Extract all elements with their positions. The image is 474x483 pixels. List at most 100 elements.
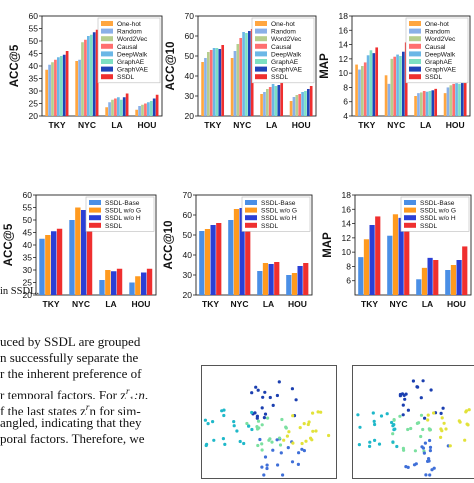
scatter-point — [392, 418, 396, 422]
plot-frame — [197, 15, 317, 117]
scatter-point — [427, 457, 431, 461]
bar-la-graphae — [119, 99, 123, 116]
legend-label: SSDL-Base — [105, 200, 140, 207]
paragraph-line: f the last states zrn for sim- — [0, 399, 186, 415]
legend-label: Word2Vec — [425, 36, 456, 43]
bar-la-ssdl — [434, 88, 438, 116]
scatter-point — [260, 448, 264, 452]
body-paragraph: uced by SSDL are grouped n successfully … — [0, 334, 186, 447]
legend-label: GraphVAE — [271, 67, 303, 74]
legend-swatch — [89, 222, 101, 228]
scatter-point — [256, 419, 261, 423]
y-tick-label: 70 — [185, 11, 195, 21]
scatter-point — [223, 442, 227, 446]
x-tick-label: HOU — [288, 299, 307, 309]
scatter-point — [466, 423, 470, 427]
legend-swatch — [404, 207, 416, 213]
scatter-point — [255, 416, 259, 420]
bar-la-ssdl — [433, 260, 439, 295]
scatter-point — [457, 419, 461, 423]
bar-la-graphae — [428, 91, 432, 116]
bar-la-deepwalk — [117, 97, 120, 116]
scatter-point — [430, 468, 434, 472]
legend-swatch — [89, 215, 101, 221]
y-axis-label: ACC@10 — [163, 221, 175, 270]
scatter-point — [242, 441, 246, 446]
legend-label: GraphVAE — [117, 67, 149, 74]
y-axis-label: MAP — [319, 53, 331, 79]
scatter-point — [439, 411, 443, 415]
scatter-point — [258, 437, 262, 442]
bar-tky-ssdl-base — [358, 257, 364, 295]
y-tick-label: 60 — [23, 190, 33, 200]
scatter-point — [255, 425, 259, 429]
scatter-point — [319, 410, 323, 414]
bar-nyc-ssdl-w-o-g — [233, 209, 240, 295]
legend-label: SSDL w/o H — [105, 215, 141, 222]
y-axis-label: ACC@10 — [165, 42, 177, 91]
scatter-point — [277, 380, 281, 384]
bar-tky-causal — [209, 50, 213, 116]
scatter-point — [439, 435, 443, 439]
scatter-point — [314, 429, 318, 433]
scatter-point — [276, 463, 280, 467]
bar-nyc-word2vec — [81, 42, 84, 116]
scatter-point — [206, 422, 210, 426]
scatter-point — [421, 379, 425, 383]
x-tick-label: TKY — [358, 120, 375, 130]
legend-swatch — [245, 207, 257, 213]
scatter-point — [406, 465, 410, 469]
x-tick-label: HOU — [132, 299, 151, 309]
scatter-point — [221, 437, 225, 441]
bar-hou-graphae — [304, 91, 307, 116]
legend-swatch — [409, 36, 421, 42]
scatter-point — [448, 444, 452, 448]
scatter-point — [238, 439, 242, 444]
bar-tky-ssdl-w-o-g — [45, 235, 51, 295]
y-axis-label: MAP — [322, 232, 334, 258]
legend-swatch — [245, 200, 257, 205]
scatter-point — [290, 387, 294, 391]
bar-tky-word2vec — [51, 62, 54, 116]
scatter-point — [294, 398, 298, 402]
tsne-scatter — [356, 379, 471, 477]
scatter-point — [419, 413, 424, 417]
scatter-point — [444, 427, 448, 431]
y-tick-label: 6 — [343, 97, 348, 107]
bar-tky-ssdl-w-o-g — [204, 229, 211, 295]
paragraph-line: n successfully separate the — [0, 350, 139, 366]
bar-nyc-graphae — [399, 56, 402, 116]
scatter-point — [254, 385, 258, 389]
x-tick-label: NYC — [233, 120, 251, 130]
scatter-point — [260, 423, 264, 427]
y-axis-label: ACC@5 — [9, 44, 21, 87]
bar-la-word2vec — [265, 89, 269, 116]
y-tick-label: 50 — [185, 51, 195, 61]
scatter-point — [271, 448, 275, 452]
scatter-point — [428, 449, 432, 453]
legend-label: SSDL w/o G — [420, 208, 456, 215]
legend-swatch — [101, 43, 113, 49]
bar-tky-ssdl-base — [199, 231, 205, 295]
bar-hou-word2vec — [449, 85, 453, 116]
bar-la-ssdl — [116, 268, 123, 295]
bar-la-ssdl-base — [416, 279, 422, 295]
legend-swatch — [404, 215, 416, 221]
legend-label: Word2Vec — [271, 36, 302, 43]
scatter-point — [279, 451, 283, 455]
y-tick-label: 45 — [29, 49, 39, 59]
legend-swatch — [101, 59, 113, 64]
scatter-point — [245, 421, 249, 426]
scatter-point — [302, 449, 306, 453]
scatter-point — [284, 425, 288, 429]
scatter-point — [302, 422, 306, 426]
scatter-point — [263, 390, 267, 394]
scatter-point — [440, 429, 444, 433]
legend-label: Causal — [117, 44, 138, 51]
legend-label: Causal — [425, 44, 446, 51]
plot-frame — [195, 194, 313, 296]
scatter-point — [278, 443, 283, 447]
bar-nyc-causal — [84, 39, 87, 116]
math-tail: :n, — [134, 386, 149, 399]
